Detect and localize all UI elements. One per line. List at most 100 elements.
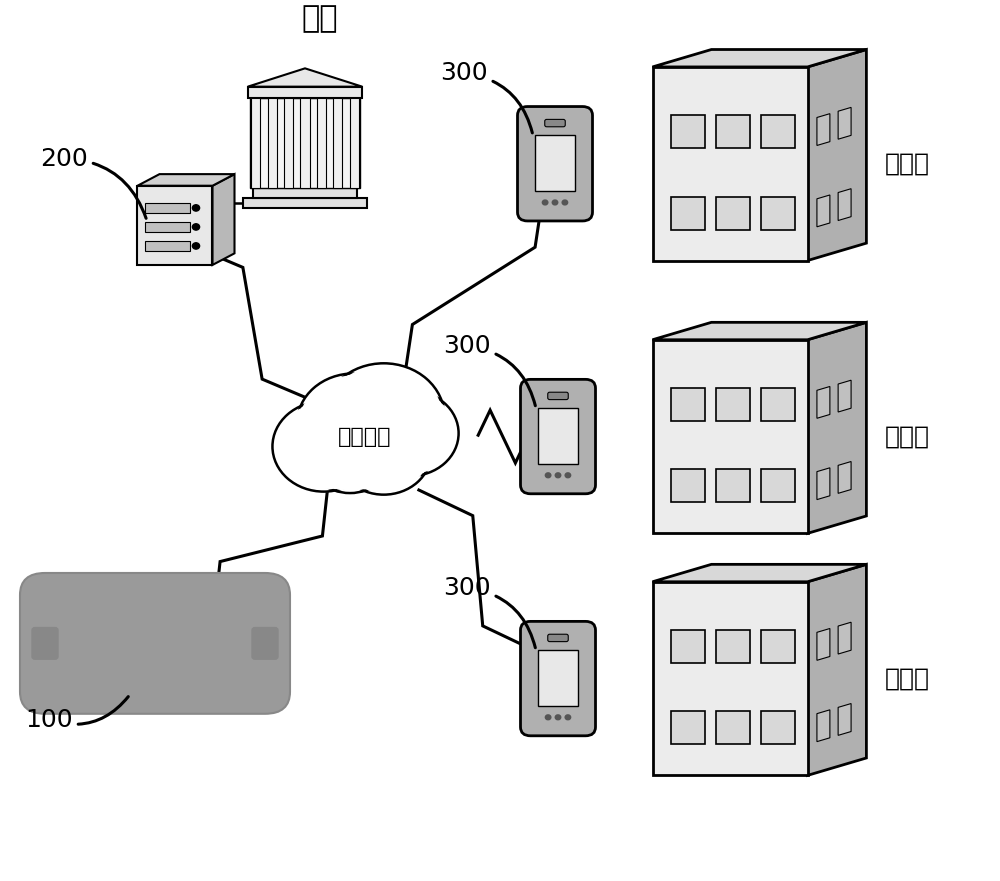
FancyBboxPatch shape	[671, 630, 705, 663]
Text: 居民区: 居民区	[885, 152, 930, 175]
Circle shape	[192, 204, 200, 211]
Circle shape	[310, 419, 390, 491]
Circle shape	[555, 714, 561, 720]
Text: 银行: 银行	[302, 4, 338, 33]
FancyBboxPatch shape	[671, 470, 705, 502]
Text: 居民区: 居民区	[885, 667, 930, 691]
Polygon shape	[212, 174, 234, 265]
Text: 300: 300	[443, 576, 535, 648]
Circle shape	[272, 402, 375, 492]
FancyBboxPatch shape	[716, 630, 750, 663]
Circle shape	[300, 376, 407, 470]
FancyBboxPatch shape	[761, 115, 795, 148]
Polygon shape	[817, 628, 830, 660]
FancyBboxPatch shape	[716, 115, 750, 148]
FancyBboxPatch shape	[137, 186, 212, 265]
FancyBboxPatch shape	[761, 389, 795, 421]
Circle shape	[336, 411, 431, 494]
Circle shape	[545, 473, 551, 478]
Circle shape	[307, 417, 393, 493]
Circle shape	[323, 363, 444, 470]
Circle shape	[275, 404, 372, 489]
FancyBboxPatch shape	[716, 470, 750, 502]
Circle shape	[565, 714, 571, 720]
Polygon shape	[838, 622, 851, 654]
Circle shape	[326, 366, 442, 468]
Polygon shape	[808, 49, 866, 261]
FancyBboxPatch shape	[652, 581, 808, 775]
FancyBboxPatch shape	[43, 672, 283, 714]
FancyBboxPatch shape	[251, 98, 260, 188]
Polygon shape	[652, 322, 866, 340]
FancyBboxPatch shape	[652, 340, 808, 533]
Polygon shape	[817, 710, 830, 742]
FancyBboxPatch shape	[145, 204, 190, 212]
FancyBboxPatch shape	[250, 98, 360, 188]
FancyBboxPatch shape	[761, 712, 795, 744]
Circle shape	[562, 200, 568, 205]
FancyBboxPatch shape	[545, 120, 565, 127]
FancyBboxPatch shape	[243, 198, 367, 208]
Circle shape	[340, 414, 428, 492]
FancyBboxPatch shape	[284, 98, 293, 188]
Circle shape	[542, 200, 548, 205]
Circle shape	[565, 473, 571, 478]
Polygon shape	[817, 114, 830, 145]
Text: 300: 300	[443, 334, 535, 406]
FancyBboxPatch shape	[145, 241, 190, 251]
FancyBboxPatch shape	[652, 67, 808, 261]
FancyBboxPatch shape	[333, 98, 342, 188]
Circle shape	[552, 200, 558, 205]
FancyBboxPatch shape	[145, 222, 190, 232]
FancyBboxPatch shape	[548, 392, 568, 400]
Circle shape	[545, 714, 551, 720]
Polygon shape	[817, 195, 830, 226]
Polygon shape	[838, 381, 851, 412]
FancyBboxPatch shape	[521, 380, 596, 493]
FancyBboxPatch shape	[32, 627, 58, 659]
FancyBboxPatch shape	[252, 627, 278, 659]
FancyBboxPatch shape	[716, 712, 750, 744]
FancyBboxPatch shape	[350, 98, 359, 188]
FancyBboxPatch shape	[521, 621, 596, 736]
Text: 200: 200	[40, 146, 146, 218]
FancyBboxPatch shape	[716, 196, 750, 230]
Polygon shape	[808, 322, 866, 533]
FancyBboxPatch shape	[548, 634, 568, 641]
FancyBboxPatch shape	[716, 389, 750, 421]
Polygon shape	[137, 174, 234, 186]
FancyBboxPatch shape	[761, 196, 795, 230]
FancyBboxPatch shape	[538, 408, 578, 463]
Circle shape	[297, 374, 410, 473]
FancyBboxPatch shape	[671, 115, 705, 148]
FancyBboxPatch shape	[20, 573, 290, 714]
Polygon shape	[808, 565, 866, 775]
FancyBboxPatch shape	[761, 470, 795, 502]
Polygon shape	[817, 387, 830, 418]
Circle shape	[364, 393, 456, 473]
FancyBboxPatch shape	[671, 196, 705, 230]
Polygon shape	[838, 107, 851, 139]
FancyBboxPatch shape	[535, 135, 575, 191]
Polygon shape	[838, 704, 851, 736]
FancyBboxPatch shape	[671, 389, 705, 421]
Text: 100: 100	[25, 697, 128, 732]
FancyBboxPatch shape	[317, 98, 326, 188]
FancyBboxPatch shape	[248, 86, 362, 98]
FancyBboxPatch shape	[538, 649, 578, 706]
Circle shape	[192, 243, 200, 249]
FancyBboxPatch shape	[253, 188, 357, 198]
FancyBboxPatch shape	[268, 98, 277, 188]
Text: 无线网络: 无线网络	[338, 426, 392, 447]
Polygon shape	[838, 462, 851, 493]
Polygon shape	[248, 69, 362, 86]
FancyBboxPatch shape	[518, 107, 592, 221]
FancyBboxPatch shape	[761, 630, 795, 663]
Circle shape	[555, 473, 561, 478]
FancyBboxPatch shape	[300, 98, 310, 188]
Circle shape	[361, 390, 459, 476]
Text: 居民区: 居民区	[885, 425, 930, 448]
Circle shape	[192, 224, 200, 230]
Polygon shape	[817, 468, 830, 500]
Text: 300: 300	[440, 61, 532, 133]
